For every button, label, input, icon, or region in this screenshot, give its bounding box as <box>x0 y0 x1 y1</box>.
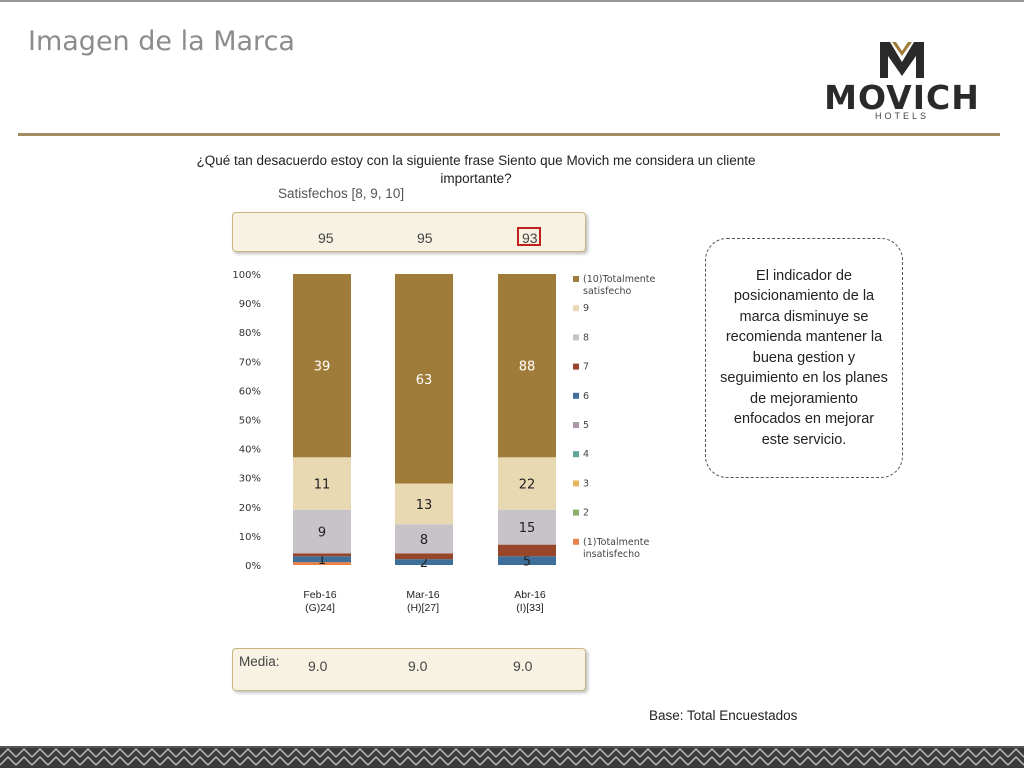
bar-data-label: 5 <box>523 555 531 570</box>
bar-data-label: 11 <box>314 478 331 493</box>
x-axis-label-mar: Mar-16 (H)[27] <box>406 589 440 614</box>
media-value: 9.0 <box>408 658 428 674</box>
stacked-bar-chart: 0%10%20%30%40%50%60%70%80%90%100%1911392… <box>232 270 656 572</box>
y-tick-label: 50% <box>239 416 261 427</box>
bar-segment <box>498 556 556 565</box>
satisfied-value: 95 <box>318 230 334 246</box>
bar-segment <box>498 274 556 458</box>
media-label: Media: <box>239 654 280 669</box>
logo-subtitle: HOTELS <box>874 111 929 121</box>
decorative-bottom-border <box>0 746 1024 768</box>
y-tick-label: 70% <box>239 357 261 368</box>
satisfied-highlight-box <box>517 227 541 246</box>
media-banner <box>232 648 586 691</box>
legend-swatch <box>573 334 579 341</box>
x-axis-label-abr: Abr-16 (I)[33] <box>514 589 546 614</box>
y-tick-label: 20% <box>239 503 261 514</box>
bar-segment <box>293 457 351 510</box>
bar-segment <box>395 524 453 554</box>
bar-segment <box>293 562 351 565</box>
bar-data-label: 2 <box>420 556 428 571</box>
bar-segment <box>395 553 453 560</box>
movich-logo: MOVICH HOTELS <box>812 36 992 126</box>
insight-callout: El indicador de posicionamiento de la ma… <box>705 238 903 478</box>
legend-swatch <box>573 509 579 516</box>
legend-swatch <box>573 392 579 399</box>
survey-question: ¿Qué tan desacuerdo estoy con la siguien… <box>196 153 756 186</box>
media-value: 9.0 <box>308 658 328 674</box>
movich-m-icon <box>880 42 924 78</box>
bar-data-label: 39 <box>314 360 331 375</box>
legend-swatch <box>573 422 579 428</box>
satisfied-subtitle: Satisfechos [8, 9, 10] <box>278 186 405 201</box>
legend-label: 4 <box>583 449 589 460</box>
legend-label: 5 <box>583 420 589 431</box>
bar-segment <box>293 274 351 458</box>
satisfied-value: 95 <box>417 230 433 246</box>
legend-swatch <box>573 276 579 282</box>
y-tick-label: 30% <box>239 474 261 485</box>
bar-segment <box>293 556 351 563</box>
media-value: 9.0 <box>513 658 533 674</box>
legend-label: satisfecho <box>583 286 632 297</box>
legend-label: (1)Totalmente <box>583 537 649 548</box>
bar-segment <box>498 509 556 545</box>
legend-swatch <box>573 363 579 370</box>
insight-text: El indicador de posicionamiento de la ma… <box>720 267 888 448</box>
legend-label: insatisfecho <box>583 549 640 560</box>
bar-data-label: 13 <box>416 498 433 513</box>
legend-label: 3 <box>583 478 589 489</box>
bar-segment <box>498 457 556 510</box>
y-tick-label: 90% <box>239 299 261 310</box>
bar-segment <box>293 509 351 554</box>
bar-data-label: 9 <box>318 526 326 541</box>
bar-data-label: 8 <box>420 533 428 548</box>
y-tick-label: 40% <box>239 445 261 456</box>
logo-wordmark: MOVICH <box>824 78 980 117</box>
base-note: Base: Total Encuestados <box>649 708 798 723</box>
y-tick-label: 80% <box>239 328 261 339</box>
slide-title: Imagen de la Marca <box>28 26 295 57</box>
legend-label: 2 <box>583 508 589 519</box>
y-tick-label: 60% <box>239 386 261 397</box>
y-tick-label: 10% <box>239 532 261 543</box>
y-tick-label: 0% <box>245 561 261 572</box>
bar-segment <box>395 274 453 484</box>
legend-label: 8 <box>583 332 589 343</box>
legend-swatch <box>573 305 579 312</box>
y-tick-label: 100% <box>232 270 261 281</box>
bar-segment <box>293 553 351 557</box>
legend-label: (10)Totalmente <box>583 274 656 285</box>
bar-data-label: 1 <box>318 553 326 568</box>
bar-data-label: 22 <box>519 478 536 493</box>
header-divider <box>18 133 1000 136</box>
bar-segment <box>395 559 453 565</box>
x-axis-label-feb: Feb-16 (G)24] <box>303 589 337 614</box>
bar-data-label: 63 <box>416 373 433 388</box>
bar-data-label: 88 <box>519 360 536 375</box>
bar-data-label: 15 <box>519 521 536 536</box>
legend-swatch <box>573 538 579 545</box>
legend-swatch <box>573 480 579 487</box>
top-border-line <box>0 0 1024 2</box>
bar-segment <box>395 483 453 525</box>
legend-label: 9 <box>583 303 589 314</box>
legend-label: 7 <box>583 362 589 373</box>
bar-segment <box>498 544 556 557</box>
legend-label: 6 <box>583 391 589 402</box>
legend-swatch <box>573 451 579 458</box>
satisfied-value: 93 <box>522 230 538 246</box>
